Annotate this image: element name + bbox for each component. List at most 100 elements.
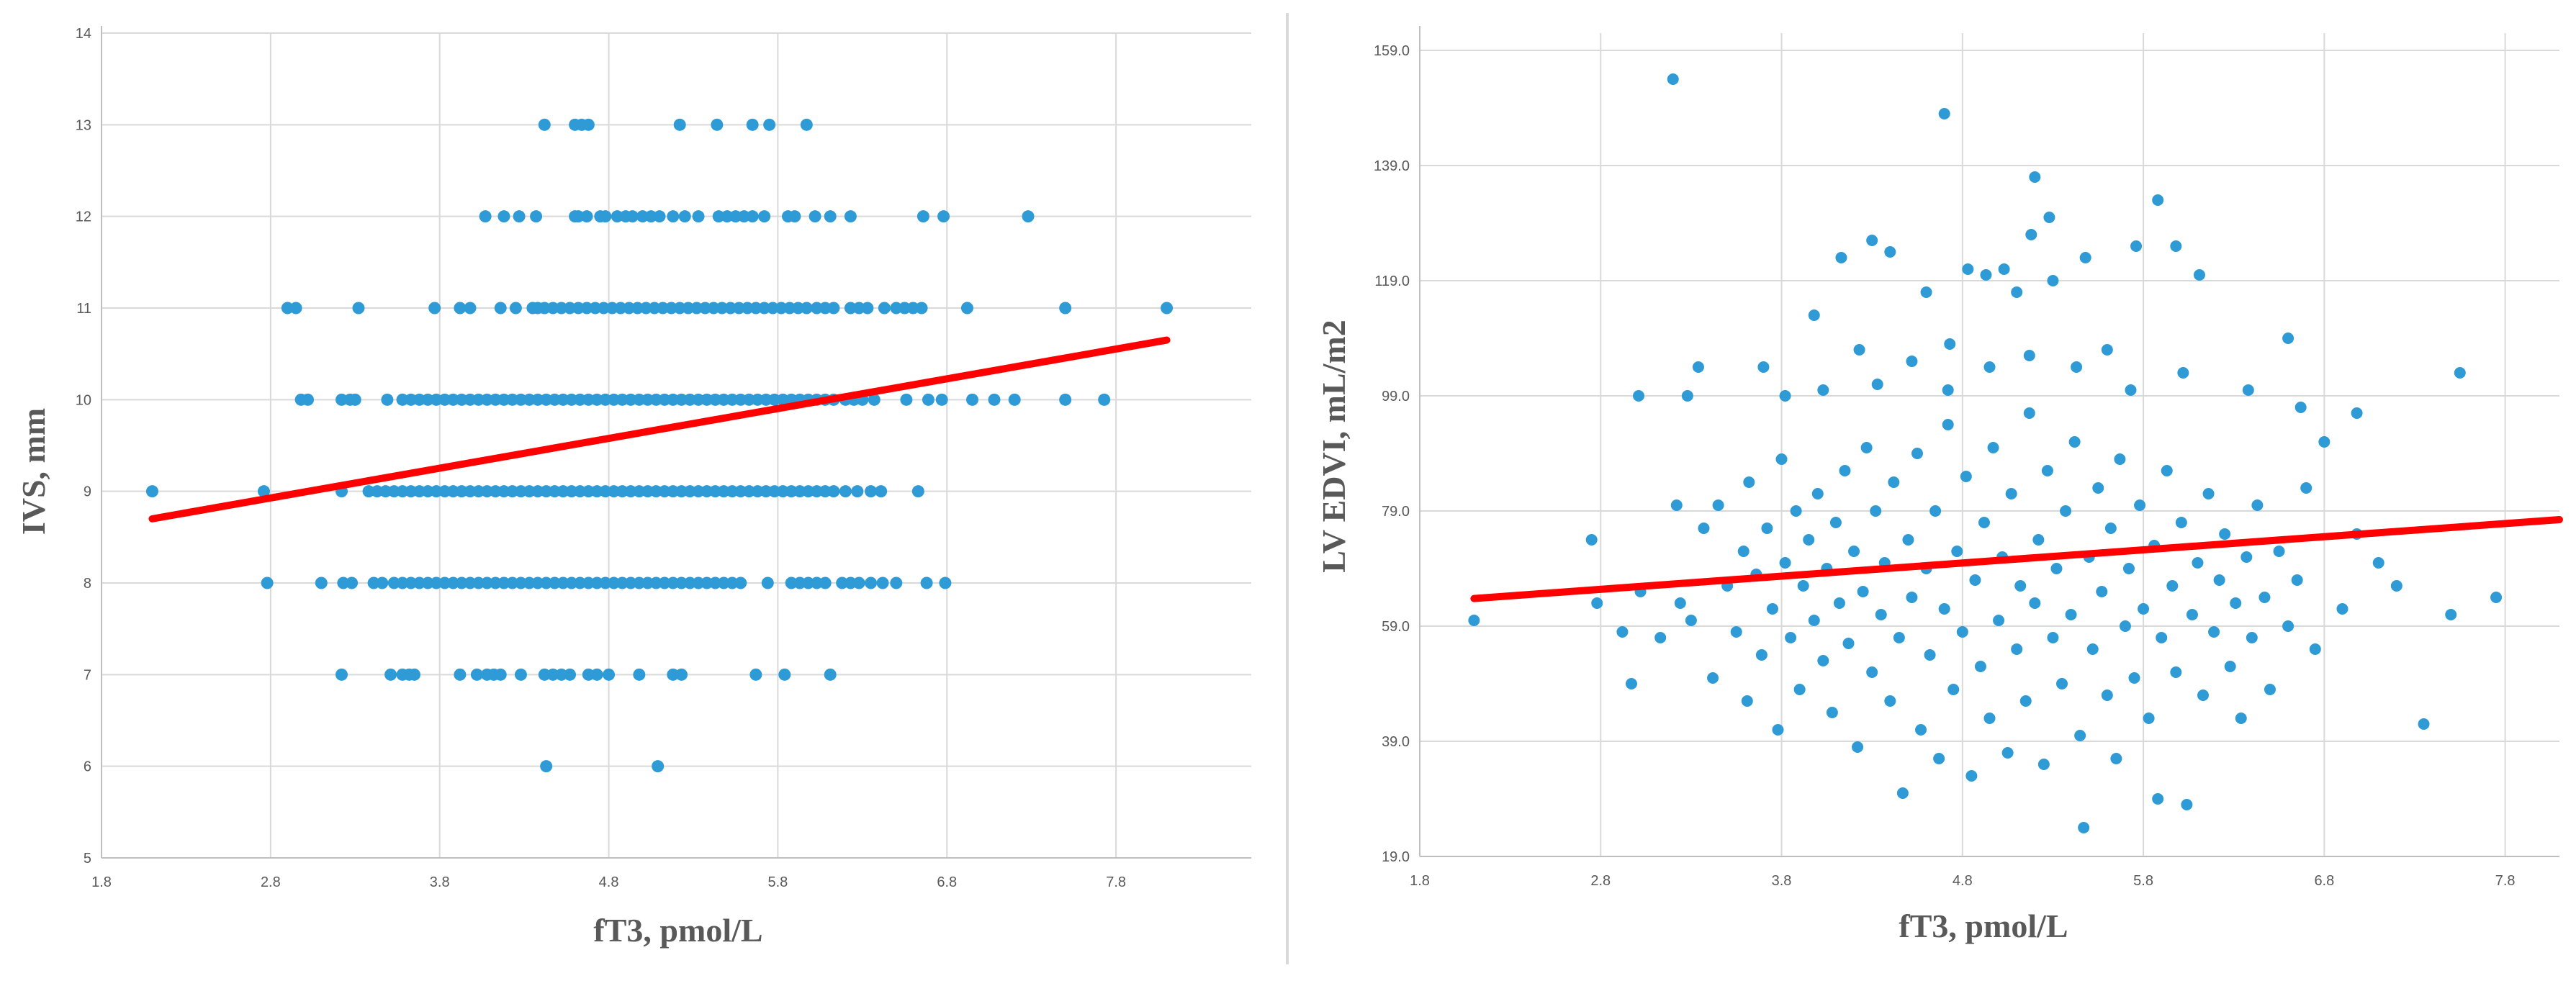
- data-point: [407, 668, 420, 681]
- data-point: [1591, 597, 1603, 609]
- x-tick-label: 1.8: [1410, 873, 1430, 889]
- data-point: [2086, 643, 2099, 655]
- data-point: [555, 668, 568, 681]
- trendline-group: [1470, 516, 2563, 602]
- data-point: [574, 393, 587, 406]
- data-point: [683, 576, 696, 589]
- data-point: [746, 118, 759, 131]
- y-tick-label: 39.0: [1382, 734, 1410, 750]
- data-point: [1983, 361, 1996, 373]
- data-point: [1969, 574, 1981, 586]
- data-point: [2291, 574, 2303, 586]
- data-point: [1983, 713, 1996, 724]
- data-point: [1962, 263, 1974, 275]
- data-point: [2170, 666, 2182, 678]
- y-tick-label: 11: [76, 301, 91, 317]
- data-point: [430, 576, 443, 589]
- data-point: [737, 210, 750, 223]
- data-point: [1947, 684, 1960, 695]
- data-point: [572, 302, 585, 315]
- data-point: [546, 302, 559, 315]
- data-point: [1811, 488, 1824, 499]
- data-point: [2202, 488, 2215, 499]
- data-point: [1779, 557, 1791, 569]
- x-tick-label: 7.8: [2495, 873, 2516, 889]
- data-point: [760, 393, 773, 406]
- data-point: [1870, 505, 1882, 517]
- data-point: [608, 485, 621, 498]
- data-point: [701, 393, 713, 406]
- data-point: [802, 576, 815, 589]
- data-point: [1835, 252, 1847, 263]
- data-point: [665, 302, 677, 315]
- data-point: [538, 118, 551, 131]
- data-point: [2019, 695, 2032, 707]
- data-point: [523, 393, 536, 406]
- data-point: [2143, 713, 2155, 724]
- data-point: [1978, 517, 1990, 528]
- data-point: [2014, 580, 2027, 592]
- data-point: [707, 302, 720, 315]
- data-point: [580, 302, 593, 315]
- data-point: [717, 393, 730, 406]
- data-point: [509, 302, 522, 315]
- data-point: [692, 576, 705, 589]
- data-point: [1775, 453, 1788, 465]
- data-point: [302, 393, 315, 406]
- data-point: [381, 393, 394, 406]
- data-point: [716, 302, 729, 315]
- data-point: [758, 302, 771, 315]
- data-point: [965, 393, 978, 406]
- data-point: [698, 302, 711, 315]
- data-point: [590, 668, 603, 681]
- data-point: [564, 668, 577, 681]
- data-point: [1468, 615, 1480, 626]
- data-point: [1707, 672, 1719, 684]
- data-point: [1884, 695, 1896, 707]
- data-point: [827, 485, 840, 498]
- data-point: [582, 576, 595, 589]
- data-point: [2246, 632, 2258, 643]
- data-point: [384, 668, 397, 681]
- data-point: [421, 485, 434, 498]
- data-point: [810, 576, 823, 589]
- x-tick-label: 2.8: [261, 874, 281, 890]
- data-point: [2208, 626, 2220, 638]
- data-point: [1974, 661, 1986, 672]
- data-point: [692, 485, 705, 498]
- data-point: [624, 485, 637, 498]
- data-point: [652, 760, 665, 773]
- data-point: [523, 576, 536, 589]
- data-point: [839, 485, 852, 498]
- x-tick-label: 3.8: [430, 874, 450, 890]
- data-point: [800, 118, 813, 131]
- data-point: [775, 302, 788, 315]
- data-point: [724, 302, 737, 315]
- data-point: [1965, 770, 1978, 782]
- data-point: [281, 302, 294, 315]
- data-point: [1698, 523, 1710, 534]
- y-tick-label: 119.0: [1374, 273, 1410, 289]
- data-point: [766, 302, 779, 315]
- data-point: [413, 485, 426, 498]
- data-point: [1987, 442, 1999, 453]
- data-point: [675, 668, 688, 681]
- data-point: [540, 760, 553, 773]
- data-point: [1766, 603, 1778, 615]
- data-point: [1860, 442, 1873, 453]
- data-point: [2264, 684, 2276, 695]
- data-point: [667, 485, 680, 498]
- data-point: [428, 302, 441, 315]
- data-point: [514, 485, 527, 498]
- data-point: [557, 393, 569, 406]
- data-point: [768, 393, 781, 406]
- data-point: [633, 668, 646, 681]
- data-point: [678, 210, 691, 223]
- data-point: [1785, 632, 1797, 643]
- data-point: [421, 393, 434, 406]
- data-point: [649, 576, 662, 589]
- data-point: [649, 393, 662, 406]
- data-point: [788, 210, 801, 223]
- data-point: [701, 576, 713, 589]
